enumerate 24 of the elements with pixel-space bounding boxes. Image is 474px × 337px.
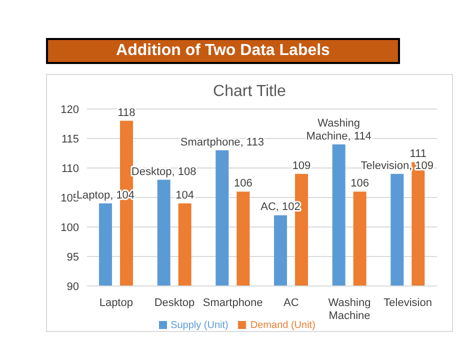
legend-label: Demand (Unit) [250,320,316,331]
data-label: 106 [234,178,252,190]
legend-label: Supply (Unit) [170,320,228,331]
chart-title: Chart Title [212,83,287,101]
y-tick-label: 120 [60,104,79,116]
data-label: 106 [350,178,370,190]
y-tick-label: 90 [66,280,79,293]
data-label: Smartphone, 113 [180,136,264,148]
text: Addition of Two Data Labels [46,38,400,64]
x-tick-label: AC [284,297,299,309]
data-label: 109 [292,160,311,172]
x-tick-label: Television [384,297,432,309]
data-label: 104 [176,189,194,202]
x-tick-label: Smartphone [202,297,263,309]
y-tick-label: 95 [66,251,79,264]
y-tick-label: 100 [60,222,79,234]
y-tick-label: 115 [61,133,79,146]
x-tick-label: Desktop [154,297,195,309]
data-label: 111 [410,148,427,160]
data-label: 118 [118,106,136,119]
x-tick-label: Washing Machine [328,297,371,322]
x-tick-label: Laptop [99,297,133,309]
y-tick-label: 110 [61,162,79,175]
data-label: Washing Machine, 114 [306,117,372,142]
